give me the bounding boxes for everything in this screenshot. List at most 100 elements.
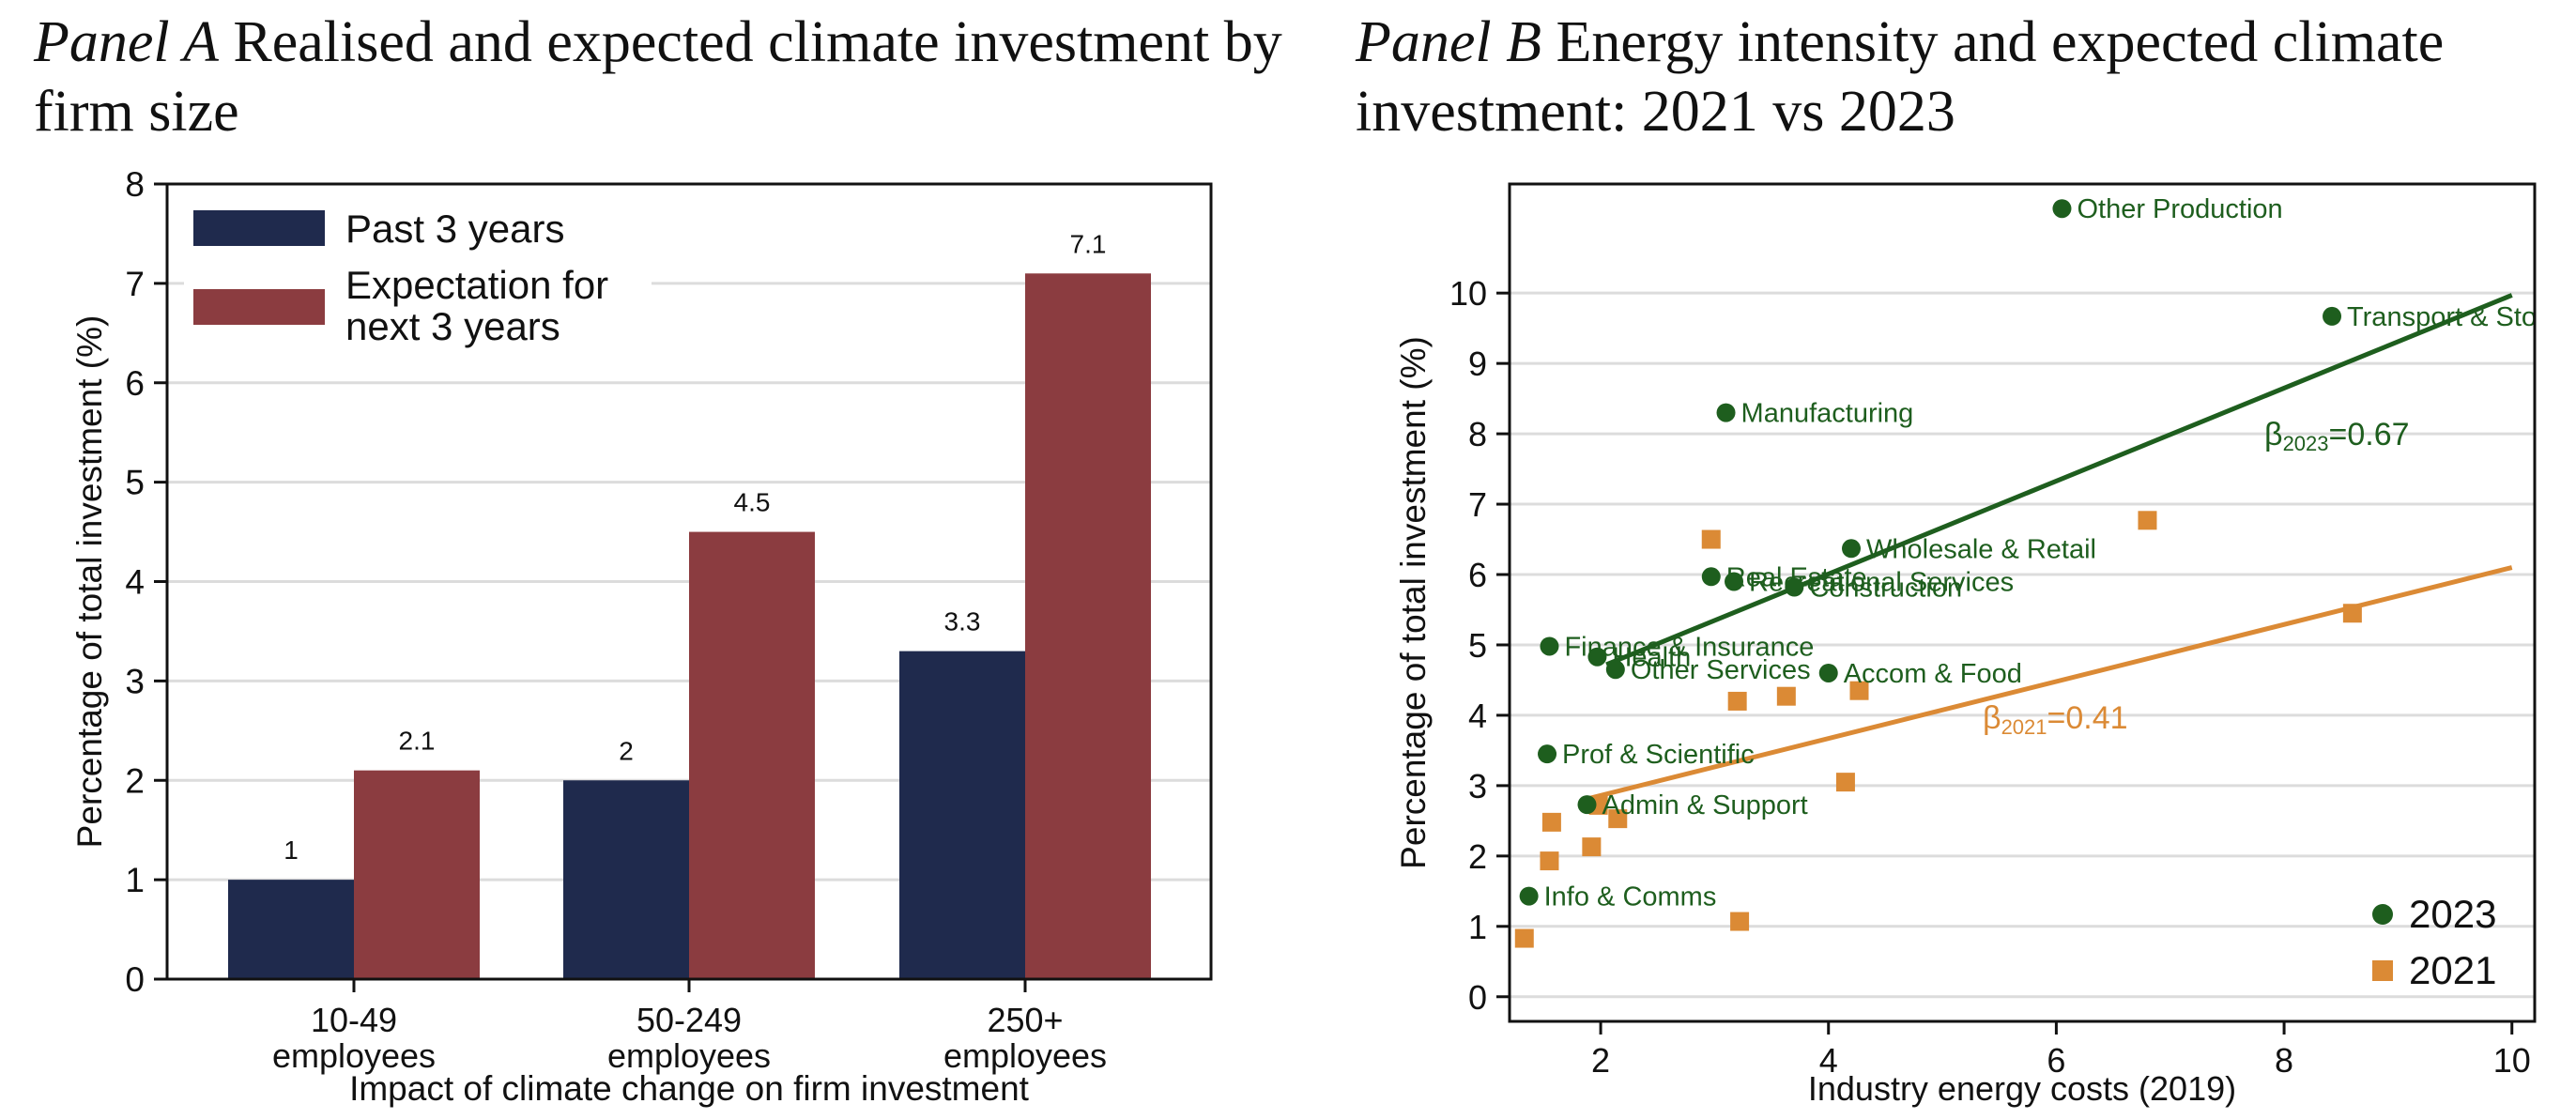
y-tick-label: 4	[1468, 697, 1487, 735]
plot-area: Other Production Transport & Storage Manuf…	[1514, 194, 2576, 948]
y-tick-label: 0	[1468, 978, 1487, 1017]
panel-b-title-text: Energy intensity and expected climate in…	[1356, 10, 2445, 144]
bar-value-label: 4.5	[734, 488, 771, 517]
point-label-2023: Manufacturing	[1741, 399, 1914, 429]
legend-label-past: Past 3 years	[345, 207, 564, 251]
bar-chart-panel-a: 1 2 3.3 2.1 4.5 7.1 0 1 2 3 4 5 6 7 8 Percentage of tot…	[70, 165, 1213, 1108]
category-line-1: 250+	[987, 1001, 1063, 1039]
category-line-1: 10-49	[311, 1001, 397, 1039]
beta-value: =0.67	[2329, 417, 2410, 452]
y-tick-label: 5	[1468, 626, 1487, 665]
y-tick-label: 6	[125, 364, 145, 403]
point-2021	[1582, 837, 1602, 857]
point-2023	[1577, 795, 1597, 815]
y-tick-label: 10	[1449, 274, 1487, 313]
point-2023	[1785, 577, 1804, 597]
point-2021	[1514, 928, 1534, 948]
y-tick-label: 2	[125, 761, 145, 800]
legend-line-2: next 3 years	[345, 304, 560, 348]
point-label-2023: Wholesale & Retail	[1866, 534, 2096, 564]
beta-subscript: 2023	[2283, 432, 2329, 455]
legend-marker-2021	[2372, 960, 2393, 981]
bar-value-label: 2.1	[399, 727, 436, 756]
x-tick-label: 8	[2275, 1041, 2293, 1080]
x-tick-label: 2	[1591, 1041, 1610, 1080]
x-axis-label: Impact of climate change on firm investm…	[349, 1069, 1030, 1108]
legend-label-expected: Expectation for next 3 years	[345, 263, 608, 348]
point-label-2023: Transport & Storage	[2347, 302, 2576, 332]
bar-expected	[689, 531, 815, 979]
point-2023	[1540, 636, 1559, 656]
point-2023	[1701, 567, 1721, 587]
bar-past	[899, 651, 1025, 979]
y-tick-label: 0	[125, 960, 145, 999]
panel-b-title: Panel B Energy intensity and expected cl…	[1356, 8, 2576, 146]
category-line-2: employees	[272, 1036, 436, 1075]
y-tick-label: 6	[1468, 556, 1487, 594]
point-label-2023: Health	[1612, 643, 1691, 673]
point-2023	[1716, 403, 1736, 422]
y-tick-label: 7	[1468, 485, 1487, 524]
beta-value: =0.41	[2047, 700, 2128, 736]
point-2023	[1587, 647, 1607, 667]
beta-symbol: β	[2264, 417, 2283, 452]
fit-line-2023	[1605, 293, 2513, 667]
point-label-2023: Accom & Food	[1844, 659, 2022, 689]
bar-value-label: 7.1	[1070, 229, 1107, 258]
beta-2023-annotation: β2023=0.67	[2264, 417, 2410, 455]
panel-a-prefix: Panel A	[34, 10, 219, 74]
y-axis-label: Percentage of total investment (%)	[1394, 336, 1433, 869]
point-2021	[1727, 691, 1747, 711]
bar-value-label: 2	[619, 736, 634, 765]
category-line-2: employees	[607, 1036, 771, 1075]
y-tick-label: 4	[125, 563, 145, 602]
legend-swatch-past	[193, 210, 325, 246]
point-2021	[1540, 851, 1559, 871]
x-tick-label: 10	[2493, 1041, 2531, 1080]
scatter-chart-panel-b: Other Production Transport & Storage Manuf…	[1394, 182, 2576, 1108]
bar-past	[228, 880, 354, 979]
legend-line-1: Expectation for	[345, 263, 608, 307]
legend-label-2023: 2023	[2409, 892, 2496, 936]
x-tick-label: 4	[1819, 1041, 1838, 1080]
beta-symbol: β	[1983, 700, 2001, 736]
y-tick-label: 9	[1468, 345, 1487, 383]
point-2021	[1541, 812, 1561, 832]
x-category-label: 10-49 employees	[272, 1001, 436, 1075]
point-2023	[1818, 663, 1838, 682]
y-tick-label: 3	[125, 662, 145, 700]
x-tick-label: 6	[2047, 1041, 2065, 1080]
y-tick-label: 5	[125, 464, 145, 502]
point-2021	[1776, 686, 1796, 706]
point-2021	[1835, 773, 1855, 792]
point-2021	[1849, 681, 1869, 700]
point-label-2023: Other Production	[2077, 194, 2282, 224]
y-tick-label: 8	[1468, 415, 1487, 453]
point-2023	[2323, 306, 2342, 326]
point-label-2023: Construction	[1809, 574, 1962, 604]
y-tick-label: 7	[125, 265, 145, 303]
panel-a-title-text: Realised and expected climate investment…	[34, 10, 1282, 144]
y-tick-label: 3	[1468, 767, 1487, 805]
category-line-1: 50-249	[636, 1001, 742, 1039]
point-2023	[1519, 886, 1539, 906]
point-2023	[1538, 744, 1557, 764]
beta-subscript: 2021	[2001, 715, 2047, 739]
point-2023	[1842, 539, 1861, 559]
bar-expected	[1025, 273, 1151, 980]
legend-swatch-expected	[193, 289, 325, 325]
x-axis-label: Industry energy costs (2019)	[1808, 1069, 2236, 1108]
point-label-2023: Other Services	[1631, 655, 1811, 685]
panel-a-title: Panel A Realised and expected climate in…	[34, 8, 1311, 146]
bar-past	[563, 780, 689, 979]
point-2021	[1701, 529, 1721, 549]
bar-value-label: 1	[284, 835, 299, 865]
bar-expected	[354, 770, 480, 979]
point-2021	[1608, 809, 1628, 829]
beta-2021-annotation: β2021=0.41	[1983, 700, 2128, 739]
point-2023	[1725, 572, 1744, 591]
x-category-label: 250+ employees	[943, 1001, 1107, 1075]
y-tick-label: 1	[125, 861, 145, 899]
point-2021	[1730, 912, 1750, 931]
